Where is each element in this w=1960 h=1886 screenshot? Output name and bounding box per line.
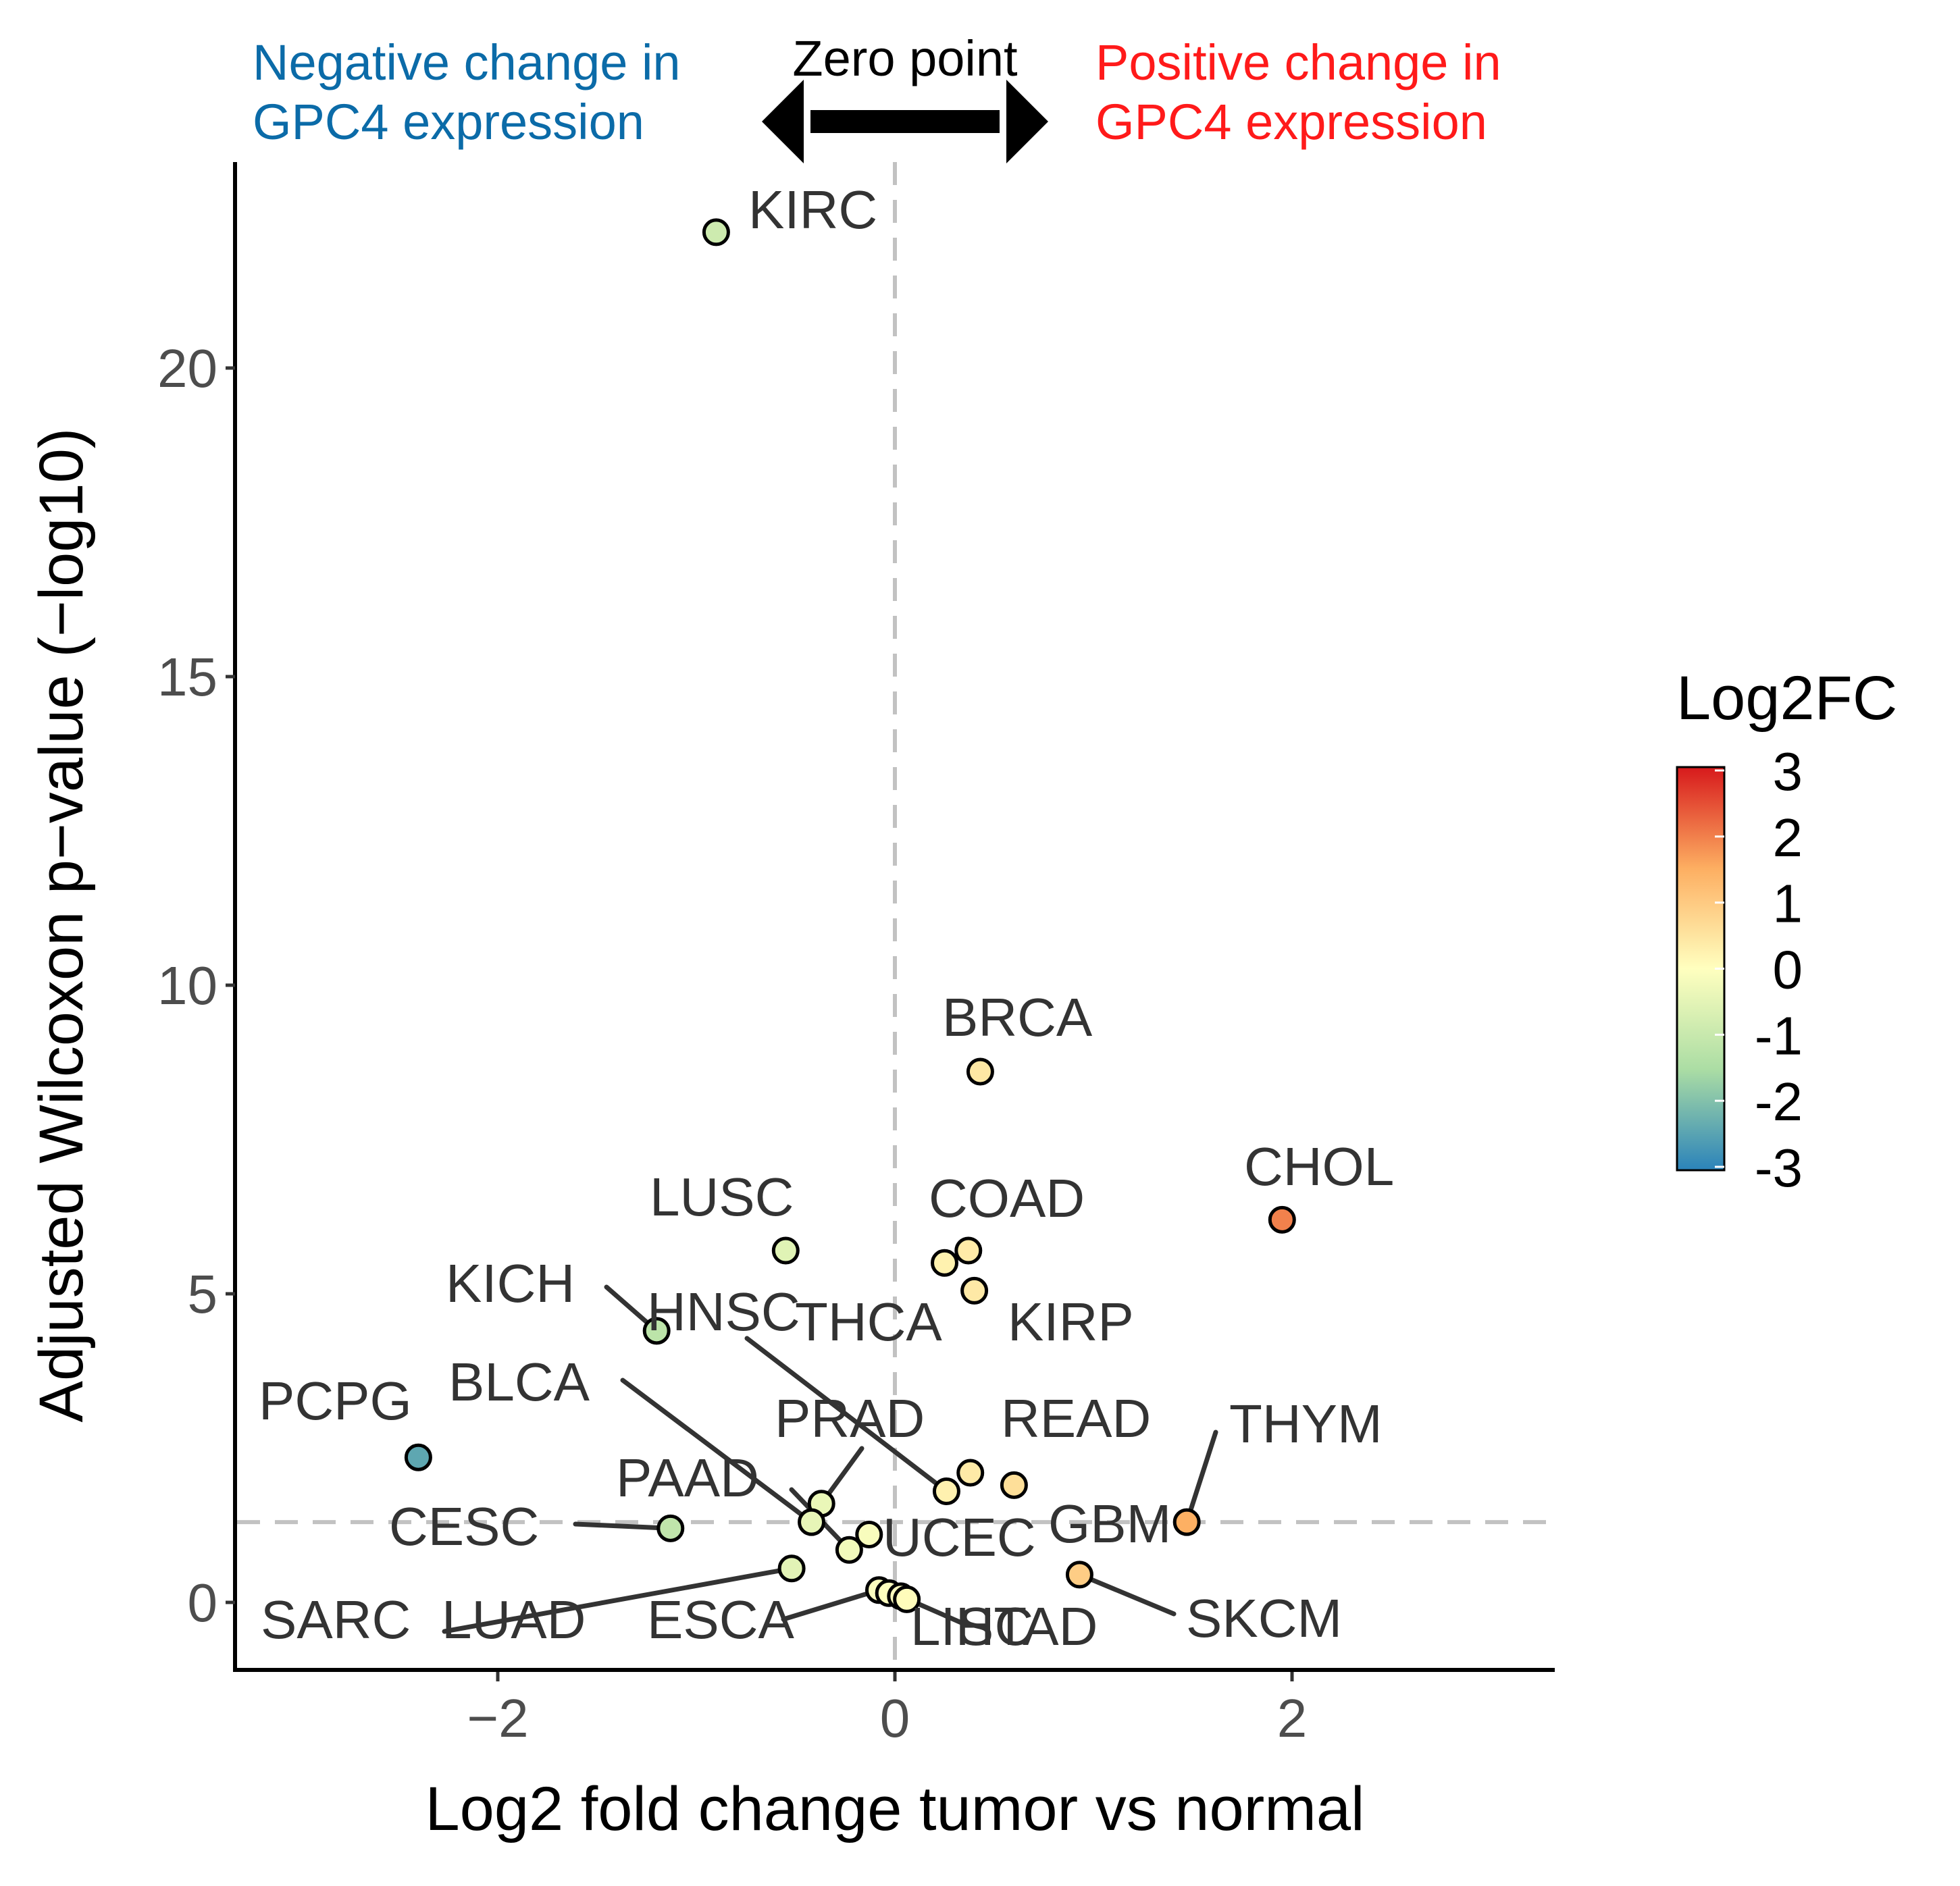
- legend-tick-label: 1: [1773, 874, 1803, 934]
- point-label-paad: PAAD: [616, 1448, 759, 1508]
- point-gbm: [1000, 1471, 1028, 1499]
- legend-tick-label: 2: [1773, 808, 1803, 868]
- point-label-kich: KICH: [446, 1253, 575, 1313]
- reference-lines: [237, 162, 1555, 1668]
- point-label-brca: BRCA: [942, 987, 1093, 1047]
- legend-tick-label: -1: [1755, 1005, 1803, 1066]
- point-label-lihc: LIHC: [910, 1596, 1033, 1656]
- point-label-thym: THYM: [1229, 1394, 1383, 1454]
- point-kirp: [960, 1276, 989, 1305]
- y-tick-label: 5: [188, 1264, 218, 1324]
- positive-change-line-2: GPC4 expression: [1095, 94, 1487, 150]
- point-label-esca: ESCA: [647, 1590, 794, 1650]
- negative-change-label: Negative change in GPC4 expression: [253, 34, 694, 150]
- negative-change-line-1: Negative change in: [253, 34, 681, 90]
- double-arrow-icon: [762, 80, 1048, 163]
- x-tick-label: −2: [467, 1688, 528, 1748]
- point-thca: [931, 1249, 958, 1277]
- point-kirc: [702, 218, 730, 246]
- point-kich: [642, 1317, 671, 1345]
- y-tick-label: 20: [157, 338, 217, 398]
- point-label-coad: COAD: [929, 1168, 1085, 1228]
- leader-line-skcm: [1077, 1572, 1177, 1617]
- x-tick-label: 0: [880, 1688, 910, 1748]
- zero-point-label: Zero point: [792, 30, 1018, 86]
- point-stad: [893, 1585, 921, 1613]
- leader-line-thym: [1184, 1430, 1218, 1525]
- x-axis-ticks: −2 0 2: [467, 1672, 1307, 1748]
- x-axis-title: Log2 fold change tumor vs normal: [425, 1775, 1364, 1843]
- point-thym: [1172, 1508, 1201, 1536]
- point-label-ucec: UCEC: [883, 1507, 1036, 1567]
- point-label-chol: CHOL: [1244, 1136, 1394, 1197]
- point-paad: [835, 1536, 863, 1564]
- leader-line-esca: [781, 1588, 881, 1622]
- positive-change-label: Positive change in GPC4 expression: [1095, 34, 1515, 150]
- point-label-gbm: GBM: [1048, 1494, 1171, 1554]
- point-sarc: [777, 1554, 806, 1583]
- point-label-read: READ: [1001, 1388, 1151, 1448]
- point-coad: [954, 1236, 983, 1265]
- positive-change-line-1: Positive change in: [1095, 34, 1501, 90]
- legend-tick-label: 0: [1773, 940, 1803, 1000]
- point-label-prad: PRAD: [775, 1388, 925, 1448]
- legend-tick-label: 3: [1773, 741, 1803, 802]
- leader-line-blca: [620, 1378, 815, 1525]
- y-tick-label: 15: [157, 647, 217, 707]
- point-label-thca: THCA: [795, 1292, 942, 1352]
- point-label-cesc: CESC: [389, 1496, 539, 1556]
- point-label-lusc: LUSC: [650, 1167, 794, 1227]
- legend-title: Log2FC: [1676, 664, 1897, 733]
- point-lusc: [771, 1236, 800, 1265]
- point-skcm: [1065, 1561, 1093, 1589]
- point-label-kirc: KIRC: [748, 180, 877, 240]
- legend-tick-label: -3: [1755, 1138, 1803, 1198]
- data-points: [404, 218, 1296, 1613]
- point-read: [956, 1459, 985, 1487]
- y-tick-label: 10: [157, 955, 217, 1016]
- point-label-stad: STAD: [958, 1596, 1098, 1656]
- point-blca: [798, 1508, 826, 1536]
- point-label-skcm: SKCM: [1186, 1588, 1342, 1648]
- point-label-blca: BLCA: [448, 1352, 590, 1412]
- point-cesc: [656, 1514, 685, 1542]
- leader-line-hnsc: [744, 1336, 949, 1494]
- point-ucec: [855, 1520, 883, 1548]
- point-hnsc: [932, 1477, 960, 1505]
- y-tick-label: 0: [188, 1573, 218, 1633]
- point-label-sarc: SARC: [261, 1590, 411, 1650]
- point-brca: [966, 1057, 994, 1086]
- point-label-hnsc: HNSC: [647, 1282, 800, 1342]
- point-label-pcpg: PCPG: [259, 1371, 412, 1431]
- y-axis-title: Adjusted Wilcoxon p−value (−log10): [27, 428, 96, 1423]
- legend-tick-label: -2: [1755, 1072, 1803, 1132]
- point-labels: KIRC BRCA CHOL COAD THCA LUSC KIRP KICH PCPG READ…: [259, 180, 1394, 1656]
- negative-change-line-2: GPC4 expression: [253, 94, 644, 150]
- y-axis-ticks: 0 5 10 15 20: [157, 338, 235, 1633]
- point-chol: [1268, 1205, 1296, 1234]
- leader-line-sarc: [442, 1566, 794, 1634]
- point-pcpg: [404, 1443, 432, 1471]
- point-label-kirp: KIRP: [1008, 1292, 1134, 1352]
- leader-line-cesc: [573, 1521, 673, 1531]
- point-label-luad: LUAD: [442, 1590, 586, 1650]
- x-tick-label: 2: [1277, 1688, 1308, 1748]
